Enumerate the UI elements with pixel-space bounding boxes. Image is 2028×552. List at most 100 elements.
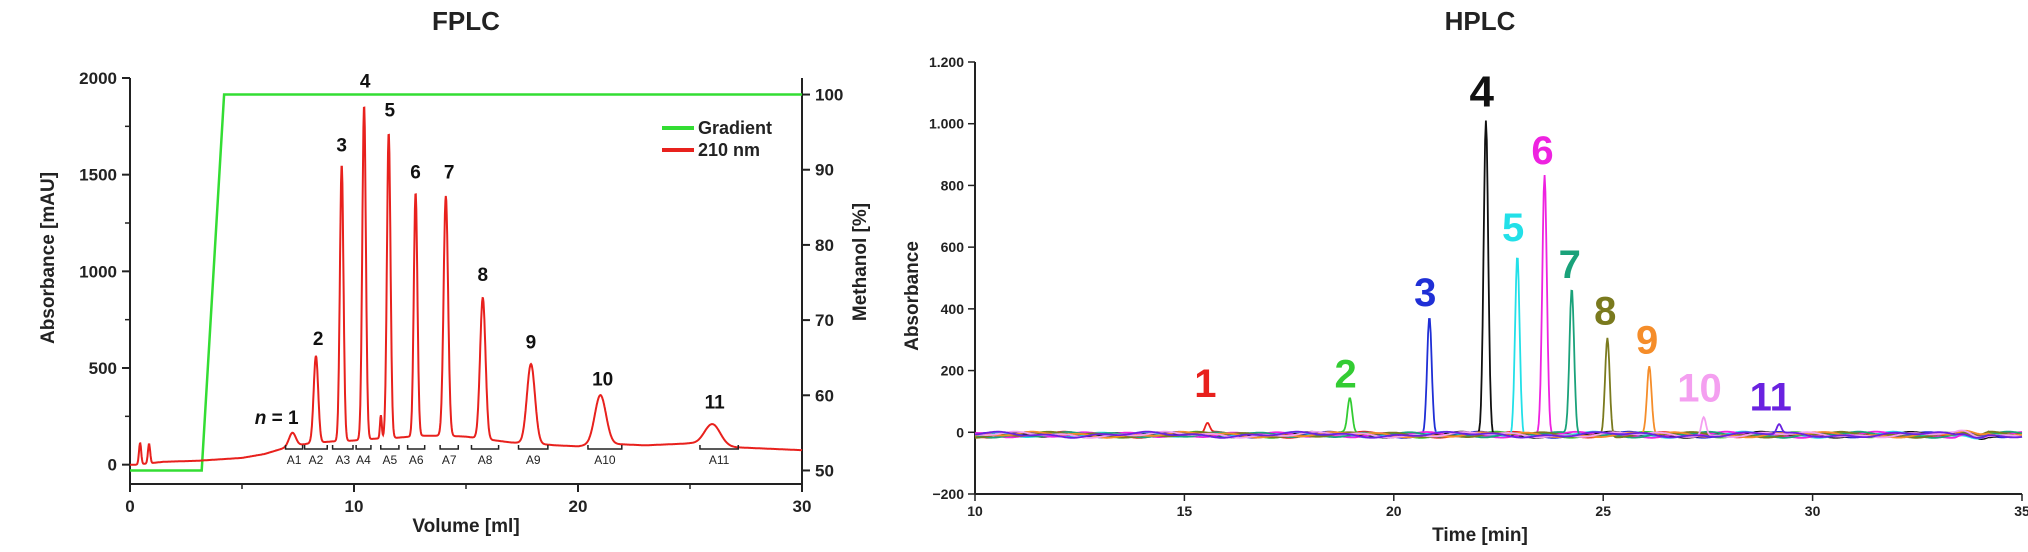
fplc-peak-label: 2 bbox=[313, 329, 324, 350]
fplc-peak-label: 7 bbox=[444, 163, 455, 184]
hplc-peak-label-5: 5 bbox=[1502, 206, 1524, 250]
hplc-trace-11 bbox=[974, 422, 2023, 439]
fplc-y2-tick-label: 100 bbox=[815, 86, 843, 105]
hplc-trace-6 bbox=[975, 174, 2023, 439]
hplc-x-tick-label: 20 bbox=[1386, 503, 1402, 519]
fplc-y-tick-label: 1000 bbox=[79, 262, 117, 281]
fplc-peak-label: 5 bbox=[385, 101, 396, 122]
legend-gradient-label: Gradient bbox=[698, 118, 772, 138]
fplc-peak-label-text: 2 bbox=[313, 329, 324, 350]
fplc-y2-tick-label: 90 bbox=[815, 161, 834, 180]
fplc-peak-label-text: 11 bbox=[705, 393, 726, 414]
fplc-fraction-label: A8 bbox=[478, 453, 493, 467]
fplc-fraction-label: A3 bbox=[335, 453, 350, 467]
fplc-x-tick-label: 10 bbox=[345, 497, 364, 516]
hplc-peak-label-10: 10 bbox=[1677, 366, 1722, 410]
hplc-y-tick-label: 600 bbox=[941, 239, 965, 255]
fplc-chart: FPLC Volume [ml] Absorbance [mAU] Methan… bbox=[38, 6, 871, 537]
hplc-peak-label-4: 4 bbox=[1470, 68, 1495, 117]
hplc-y-tick-label: 200 bbox=[941, 363, 965, 379]
fplc-fraction-label: A11 bbox=[709, 453, 730, 467]
hplc-trace-7 bbox=[974, 289, 2023, 439]
fplc-fraction-bracket bbox=[439, 445, 460, 450]
fplc-peak-label-text: = 1 bbox=[266, 408, 299, 429]
fplc-fraction-label: A4 bbox=[356, 453, 371, 467]
hplc-y-tick-label: 0 bbox=[956, 424, 964, 440]
fplc-peak-label-text: 7 bbox=[444, 163, 455, 184]
fplc-plot-area: 0 10 20 30 0 500 1000 1500 2000 50 60 70 80 90 100 n = … bbox=[79, 69, 843, 516]
hplc-trace-5 bbox=[974, 257, 2023, 440]
legend-210nm-label: 210 nm bbox=[698, 140, 760, 160]
fplc-ylabel: Absorbance [mAU] bbox=[38, 172, 59, 344]
fplc-peak-label: 6 bbox=[410, 163, 421, 184]
hplc-trace-4 bbox=[974, 120, 2022, 440]
fplc-peak-label-text: 4 bbox=[360, 72, 371, 93]
fplc-fraction-label: A2 bbox=[309, 453, 324, 467]
hplc-peak-label-8: 8 bbox=[1594, 289, 1616, 333]
fplc-peak-label: n = 1 bbox=[255, 408, 299, 429]
fplc-x-tick-label: 20 bbox=[569, 497, 588, 516]
fplc-fraction-bracket bbox=[470, 445, 500, 450]
fplc-fraction-bracket bbox=[406, 445, 426, 450]
fplc-y2-tick-label: 80 bbox=[815, 236, 834, 255]
hplc-peak-label-6: 6 bbox=[1531, 129, 1553, 173]
fplc-peak-label-text: 10 bbox=[592, 369, 613, 390]
fplc-peak-label-text: 5 bbox=[385, 101, 396, 122]
fplc-peak-label: 10 bbox=[592, 369, 613, 390]
fplc-fraction-label: A10 bbox=[594, 453, 616, 467]
fplc-fraction-bracket bbox=[284, 445, 304, 450]
hplc-y-tick-label: 1.000 bbox=[929, 116, 964, 132]
hplc-y-tick-label: 1.200 bbox=[929, 54, 964, 70]
fplc-peak-label: 8 bbox=[478, 265, 489, 286]
fplc-y-tick-label: 1500 bbox=[79, 166, 117, 185]
hplc-peak-label-9: 9 bbox=[1636, 319, 1658, 363]
hplc-trace-3 bbox=[974, 318, 2022, 439]
fplc-peak-label-n: n bbox=[255, 408, 267, 429]
hplc-x-tick-label: 25 bbox=[1595, 503, 1611, 519]
hplc-xlabel: Time [min] bbox=[1432, 525, 1528, 546]
fplc-fraction-bracket bbox=[331, 445, 354, 450]
hplc-peak-label-3: 3 bbox=[1414, 271, 1436, 315]
fplc-fraction-label: A9 bbox=[526, 453, 541, 467]
fplc-fraction-label: A6 bbox=[409, 453, 424, 467]
fplc-peak-label: 9 bbox=[526, 333, 537, 354]
fplc-fraction-bracket bbox=[517, 445, 549, 450]
fplc-fraction-bracket bbox=[380, 445, 400, 450]
fplc-fraction-label: A5 bbox=[382, 453, 397, 467]
fplc-x-tick-label: 30 bbox=[793, 497, 812, 516]
fplc-y2-tick-label: 70 bbox=[815, 311, 834, 330]
hplc-peak-label-2: 2 bbox=[1335, 353, 1357, 397]
fplc-210nm-line bbox=[130, 106, 803, 466]
fplc-gradient-line bbox=[130, 93, 802, 472]
fplc-y2label: Methanol [%] bbox=[850, 203, 871, 321]
hplc-trace-8 bbox=[975, 337, 2022, 439]
hplc-peak-label-7: 7 bbox=[1559, 243, 1581, 287]
fplc-fraction-label: A7 bbox=[442, 453, 457, 467]
fplc-y-tick-label: 2000 bbox=[79, 69, 117, 88]
hplc-x-tick-label: 30 bbox=[1805, 503, 1821, 519]
fplc-peak-label: 4 bbox=[360, 72, 371, 93]
fplc-title: FPLC bbox=[432, 6, 500, 36]
fplc-y2-tick-label: 50 bbox=[815, 461, 834, 480]
hplc-y-tick-label: 400 bbox=[941, 301, 965, 317]
fplc-xlabel: Volume [ml] bbox=[412, 516, 519, 537]
fplc-fraction-label: A1 bbox=[287, 453, 302, 467]
fplc-legend: Gradient 210 nm bbox=[662, 118, 772, 160]
fplc-fraction-bracket bbox=[699, 445, 740, 450]
hplc-x-tick-label: 15 bbox=[1177, 503, 1193, 519]
fplc-y-tick-label: 0 bbox=[108, 456, 117, 475]
hplc-y-tick-label: −200 bbox=[932, 486, 964, 502]
hplc-peak-label-1: 1 bbox=[1194, 362, 1216, 406]
hplc-peak-label-11: 11 bbox=[1750, 376, 1792, 420]
fplc-peak-label: 3 bbox=[336, 135, 347, 156]
hplc-chart: HPLC Time [min] Absorbance 10 15 20 25 30 35−… bbox=[902, 6, 2028, 546]
fplc-fraction-bracket bbox=[303, 445, 328, 450]
fplc-y2-tick-label: 60 bbox=[815, 386, 834, 405]
hplc-plot-area: 10 15 20 25 30 35−20002004006008001.0001.2001… bbox=[929, 54, 2028, 519]
fplc-x-tick-label: 0 bbox=[125, 497, 134, 516]
fplc-peak-label-text: 9 bbox=[526, 333, 537, 354]
fplc-peak-label-text: 6 bbox=[410, 163, 421, 184]
fplc-y-tick-label: 500 bbox=[89, 359, 117, 378]
fplc-peak-label: 11 bbox=[705, 393, 726, 414]
